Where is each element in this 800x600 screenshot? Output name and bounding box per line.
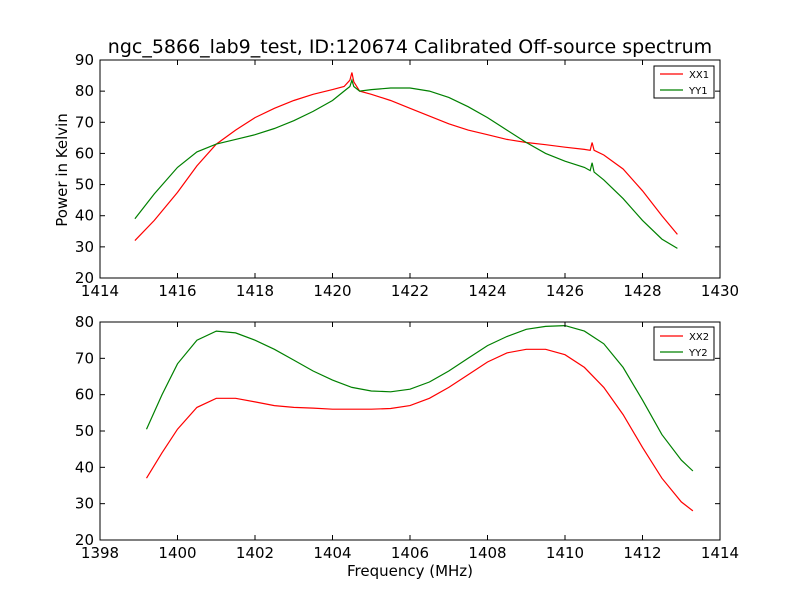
bottom-legend-label-xx2: XX2 xyxy=(689,332,709,343)
top-legend-label-yy1: YY1 xyxy=(688,86,708,97)
top-xtick-label: 1414 xyxy=(81,282,119,300)
bottom-xtick-label: 1414 xyxy=(701,544,739,562)
top-ytick-label: 70 xyxy=(75,113,94,131)
bottom-chart-frame xyxy=(99,321,721,541)
top-xtick-label: 1416 xyxy=(158,282,196,300)
top-chart-plot-area xyxy=(100,60,720,278)
bottom-series-line-xx2 xyxy=(145,348,694,512)
bottom-xtick-label: 1404 xyxy=(313,544,351,562)
top-xtick-label: 1418 xyxy=(236,282,274,300)
top-ytick-label: 40 xyxy=(75,207,94,225)
bottom-series-line-yy2 xyxy=(145,324,694,472)
bottom-xtick-label: 1412 xyxy=(623,544,661,562)
bottom-legend-box xyxy=(653,326,715,361)
top-ytick-label: 80 xyxy=(75,82,94,100)
bottom-xtick-label: 1410 xyxy=(546,544,584,562)
top-ytick-label: 90 xyxy=(75,51,94,69)
top-xtick-label: 1430 xyxy=(701,282,739,300)
top-chart-ylabel: Power in Kelvin xyxy=(53,113,71,227)
bottom-chart-lines xyxy=(145,324,694,512)
top-ytick-label: 50 xyxy=(75,176,94,194)
top-xtick-label: 1424 xyxy=(468,282,506,300)
bottom-chart-legend: XX2 YY2 xyxy=(653,326,715,361)
bottom-xtick-label: 1402 xyxy=(236,544,274,562)
bottom-legend-label-yy2: YY2 xyxy=(688,348,708,359)
bottom-ytick-label: 20 xyxy=(75,531,94,549)
top-chart-frame xyxy=(99,59,721,279)
bottom-chart-xlabel: Frequency (MHz) xyxy=(347,562,473,580)
top-series-line-yy1 xyxy=(134,78,678,249)
bottom-ytick-label: 30 xyxy=(75,495,94,513)
top-chart-legend: XX1 YY1 xyxy=(653,65,715,99)
top-chart-lines xyxy=(134,72,678,249)
bottom-ytick-label: 40 xyxy=(75,458,94,476)
top-ytick-label: 60 xyxy=(75,144,94,162)
bottom-ytick-label: 80 xyxy=(75,313,94,331)
top-xtick-label: 1420 xyxy=(313,282,351,300)
bottom-chart-ticks: 1398 1400 1402 1404 1406 1408 1410 1412 1414 20 30… xyxy=(75,313,739,562)
top-legend-box xyxy=(653,65,715,99)
bottom-xtick-label: 1400 xyxy=(158,544,196,562)
top-ytick-label: 20 xyxy=(75,269,94,287)
top-xtick-label: 1422 xyxy=(391,282,429,300)
bottom-chart-plot-area xyxy=(100,322,720,540)
top-ytick-label: 30 xyxy=(75,238,94,256)
bottom-xtick-label: 1408 xyxy=(468,544,506,562)
top-chart-title: ngc_5866_lab9_test, ID:120674 Calibrated… xyxy=(108,36,712,58)
bottom-chart: Frequency (MHz) 1398 1400 1402 1404 1406 1408… xyxy=(75,313,739,580)
top-chart-ticks: 1414 1416 1418 1420 1422 1424 1426 1428 1430 20 30… xyxy=(75,51,739,300)
bottom-ytick-label: 70 xyxy=(75,349,94,367)
top-legend-label-xx1: XX1 xyxy=(689,70,709,81)
bottom-ytick-label: 60 xyxy=(75,386,94,404)
top-xtick-label: 1428 xyxy=(623,282,661,300)
bottom-xtick-label: 1398 xyxy=(81,544,119,562)
top-xtick-label: 1426 xyxy=(546,282,584,300)
bottom-ytick-label: 50 xyxy=(75,422,94,440)
bottom-xtick-label: 1406 xyxy=(391,544,429,562)
top-chart: ngc_5866_lab9_test, ID:120674 Calibrated… xyxy=(53,36,739,300)
top-series-line-xx1 xyxy=(134,72,678,242)
